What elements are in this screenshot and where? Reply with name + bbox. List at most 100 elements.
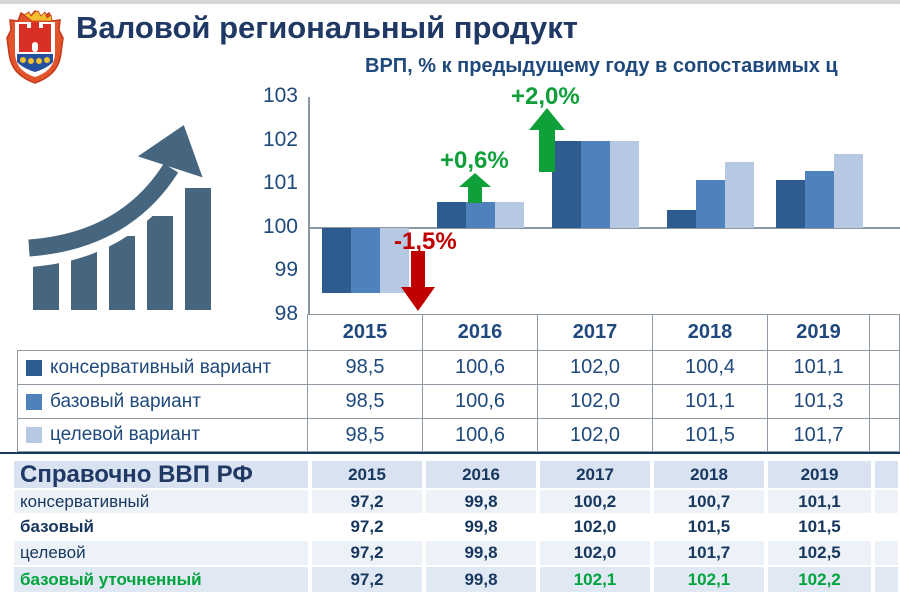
baseline-100-gridline (308, 227, 900, 229)
bar-2019-series1 (775, 179, 805, 228)
legend-label: базовый вариант (50, 390, 201, 412)
grp-cell: 100,6 (422, 350, 538, 385)
gdp-year-header: 2016 (422, 461, 536, 490)
grp-year-header: 2017 (537, 314, 653, 351)
gdp-table-title: Справочно ВВП РФ (14, 461, 308, 490)
gdp-cell: 100,7 (650, 490, 764, 515)
gdp-row-label: базовый (14, 515, 308, 541)
gdp-year-header: 2015 (308, 461, 422, 490)
bar-2019-series2 (804, 171, 834, 228)
arrow-up-large-icon (529, 108, 565, 172)
annotation-2015-value: -1,5% (394, 228, 457, 255)
annotation-2017-value: +2,0% (511, 83, 580, 110)
gdp-cell: 97,2 (308, 490, 422, 515)
bar-2018-series1 (667, 210, 696, 228)
legend-swatch-base (26, 393, 42, 410)
kaliningrad-coat-of-arms-icon (6, 9, 64, 84)
y-axis-label-99: 99 (274, 258, 298, 282)
grp-cell: 101,3 (767, 384, 870, 419)
bar-2016-series1 (437, 201, 466, 228)
bar-2015-series1 (322, 227, 351, 294)
grp-year-header: 2019 (767, 314, 870, 351)
bar-2018-series2 (696, 179, 725, 228)
legend-item-conservative: консервативный вариант (17, 350, 308, 385)
gdp-reference-table: Справочно ВВП РФ 2015 2016 2017 2018 201… (14, 461, 898, 594)
growth-chart-icon (27, 125, 211, 310)
gdp-cell-partial (871, 567, 898, 594)
grp-year-header: 2018 (652, 314, 768, 351)
grp-cell: 102,0 (537, 384, 653, 419)
gdp-cell: 100,2 (536, 490, 650, 515)
section-divider (0, 452, 900, 454)
page-title: Валовой региональный продукт (76, 10, 578, 45)
y-axis-label-102: 102 (262, 127, 298, 151)
legend-item-base: базовый вариант (17, 384, 308, 419)
grp-year-header: 2016 (422, 314, 538, 351)
bar-2019-series3 (833, 153, 863, 228)
bar-2017-series2 (581, 140, 610, 228)
gdp-cell: 99,8 (422, 515, 536, 541)
arrow-up-small-icon (459, 173, 491, 203)
arrow-down-icon (401, 251, 435, 311)
grp-cell: 101,5 (652, 418, 768, 452)
legend-label: консервативный вариант (50, 356, 272, 378)
gdp-cell: 101,1 (764, 490, 871, 515)
grp-cell: 98,5 (307, 418, 423, 452)
annotation-2016-value: +0,6% (440, 147, 509, 174)
grp-cell: 101,1 (767, 350, 870, 385)
gdp-cell: 99,8 (422, 541, 536, 567)
gdp-cell: 102,5 (764, 541, 871, 567)
grp-header-spacer (17, 314, 308, 351)
legend-swatch-target (26, 427, 42, 443)
gdp-cell: 102,1 (536, 567, 650, 594)
grp-cell: 101,1 (652, 384, 768, 419)
grp-year-header: 2015 (307, 314, 423, 351)
gdp-cell: 102,1 (650, 567, 764, 594)
y-axis-label-100: 100 (262, 214, 298, 238)
legend-label: целевой вариант (50, 424, 200, 445)
bar-2017-series3 (610, 140, 639, 228)
bar-2017-series1 (552, 140, 581, 228)
grp-cell: 100,6 (422, 384, 538, 419)
y-axis-label-101: 101 (262, 171, 298, 195)
grp-year-header-partial (869, 314, 900, 351)
y-axis-line (308, 97, 310, 316)
grp-cell: 102,0 (537, 350, 653, 385)
y-axis-label-98: 98 (274, 302, 298, 325)
grp-cell-partial (869, 350, 900, 385)
gdp-row-label: консервативный (14, 490, 308, 515)
gdp-cell-partial (871, 515, 898, 541)
gdp-header-partial (871, 461, 898, 490)
gdp-cell: 102,0 (536, 541, 650, 567)
chart-title: ВРП, % к предыдущему году в сопоставимых… (365, 55, 838, 77)
gdp-row-label: целевой (14, 541, 308, 567)
grp-cell: 101,7 (767, 418, 870, 452)
gdp-cell-partial (871, 541, 898, 567)
legend-swatch-conservative (26, 359, 42, 376)
bar-2018-series3 (725, 162, 754, 228)
gdp-cell: 101,7 (650, 541, 764, 567)
gdp-cell: 97,2 (308, 515, 422, 541)
gdp-cell: 99,8 (422, 490, 536, 515)
gdp-cell: 99,8 (422, 567, 536, 594)
gdp-cell: 97,2 (308, 567, 422, 594)
bar-2016-series2 (466, 201, 495, 228)
gdp-cell: 101,5 (764, 515, 871, 541)
grp-cell-partial (869, 384, 900, 419)
bar-2015-series2 (351, 227, 380, 294)
gdp-row-label: базовый уточненный (14, 567, 308, 594)
grp-cell: 98,5 (307, 350, 423, 385)
gdp-year-header: 2017 (536, 461, 650, 490)
bar-2015-series3 (380, 227, 409, 294)
legend-item-target: целевой вариант (17, 418, 308, 452)
grp-table: 2015 2016 2017 2018 2019 консервативный … (17, 314, 900, 452)
grp-cell: 100,4 (652, 350, 768, 385)
gdp-cell-partial (871, 490, 898, 515)
top-strip (0, 0, 900, 4)
gdp-cell: 97,2 (308, 541, 422, 567)
y-axis-label-103: 103 (262, 84, 298, 107)
gdp-year-header: 2019 (764, 461, 871, 490)
gdp-cell: 102,0 (536, 515, 650, 541)
gdp-cell: 102,2 (764, 567, 871, 594)
